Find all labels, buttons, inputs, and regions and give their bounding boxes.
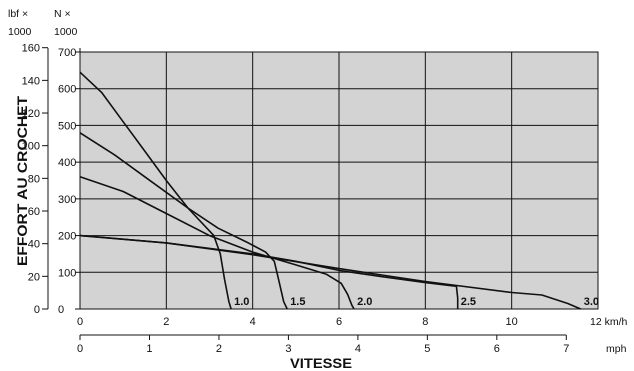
- n-tick-label: 0: [58, 304, 64, 316]
- n-tick-label: 400: [58, 157, 76, 169]
- curves: 1.0 1.5 2.0 2.5 3.0: [79, 71, 599, 310]
- n-unit-line2: 1000: [54, 26, 78, 38]
- n-tick-label: 500: [58, 120, 76, 132]
- kmh-tick-label: 6: [336, 316, 342, 328]
- mph-tick-label: 0: [77, 343, 83, 355]
- n-tick-label: 100: [58, 267, 76, 279]
- kmh-unit-label: 12 km/h: [590, 316, 628, 328]
- gear-curve-label: 1.0: [234, 296, 249, 308]
- gear-curve-label: 3.0: [584, 296, 599, 308]
- lbf-tick-label: 120: [22, 108, 40, 120]
- mph-tick-label: 1: [146, 343, 152, 355]
- lbf-tick-label: 160: [22, 43, 40, 55]
- y-axis-title: EFFORT AU CROCHET: [14, 96, 30, 266]
- gear-curve-label: 1.5: [290, 296, 305, 308]
- mph-tick-label: 6: [494, 343, 500, 355]
- lbf-tick-label: 100: [22, 141, 40, 153]
- mph-tick-label: 4: [355, 343, 361, 355]
- kmh-tick-label: 8: [422, 316, 428, 328]
- mph-tick-label: 5: [424, 343, 430, 355]
- n-tick-label: 300: [58, 194, 76, 206]
- axes: 0100200300400500600700020406080100120140…: [22, 43, 570, 355]
- gear-curve-2-0: [79, 176, 355, 310]
- gear-curve-1-5: [79, 132, 288, 310]
- lbf-tick-label: 60: [28, 206, 40, 218]
- lbf-tick-label: 20: [28, 271, 40, 283]
- gear-curve-3-0: [79, 234, 582, 310]
- kmh-tick-label: 0: [77, 316, 83, 328]
- lbf-tick-label: 140: [22, 75, 40, 87]
- n-tick-label: 700: [58, 47, 76, 59]
- x-axis-title: VITESSE: [290, 355, 352, 371]
- n-tick-label: 200: [58, 231, 76, 243]
- lbf-unit-line1: lbf ×: [8, 8, 28, 20]
- n-tick-label: 600: [58, 84, 76, 96]
- kmh-tick-label: 2: [163, 316, 169, 328]
- lbf-unit-line2: 1000: [8, 26, 32, 38]
- gear-curve-label: 2.5: [461, 296, 476, 308]
- gear-curve-label: 2.0: [357, 296, 372, 308]
- n-unit-line1: N ×: [54, 8, 71, 20]
- kmh-tick-label: 4: [250, 316, 256, 328]
- mph-unit-label: mph: [606, 343, 627, 355]
- grid-lines: [79, 51, 599, 310]
- mph-tick-label: 2: [216, 343, 222, 355]
- lbf-tick-label: 40: [28, 239, 40, 251]
- kmh-tick-label: 10: [506, 316, 518, 328]
- lbf-tick-label: 0: [34, 304, 40, 316]
- mph-tick-label: 3: [285, 343, 291, 355]
- mph-tick-label: 7: [563, 343, 569, 355]
- lbf-tick-label: 80: [28, 173, 40, 185]
